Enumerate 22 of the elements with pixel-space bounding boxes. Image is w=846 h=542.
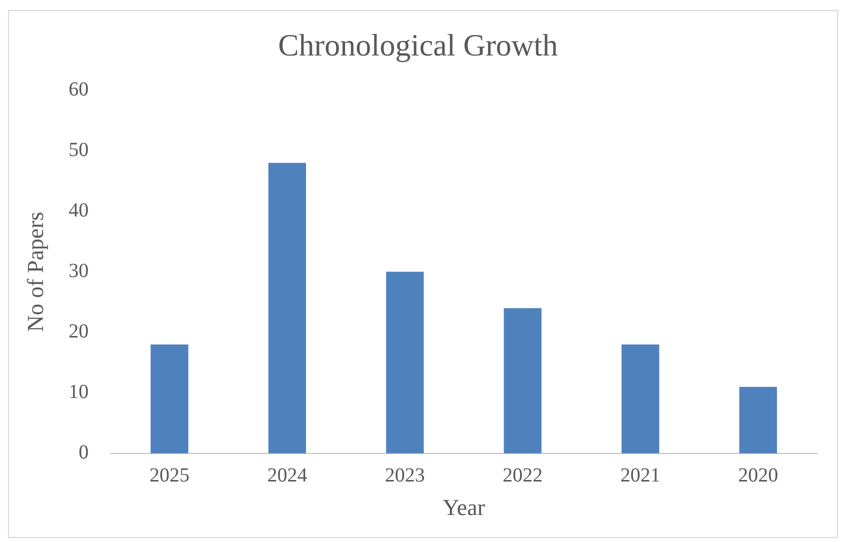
y-tick-label: 60 xyxy=(68,78,89,100)
y-tick-label: 30 xyxy=(68,260,89,282)
bar xyxy=(622,344,660,454)
y-tick-label: 50 xyxy=(68,138,89,161)
y-tick-label: 0 xyxy=(78,442,89,464)
bar xyxy=(268,162,306,454)
chart-title: Chronological Growth xyxy=(278,28,558,63)
y-tick-label: 40 xyxy=(68,200,89,222)
bar xyxy=(504,308,542,454)
x-tick-label: 2023 xyxy=(384,464,425,487)
y-axis-title: No of Papers xyxy=(22,212,48,332)
x-axis-title: Year xyxy=(442,495,486,520)
bar xyxy=(386,272,424,454)
x-tick-label: 2021 xyxy=(620,464,660,487)
y-tick-label: 10 xyxy=(68,381,89,404)
x-tick-label: 2025 xyxy=(149,464,190,487)
bar xyxy=(739,386,777,454)
x-tick-label: 2022 xyxy=(502,464,543,487)
x-tick-label: 2020 xyxy=(738,464,778,487)
bar xyxy=(150,344,188,454)
y-tick-label: 20 xyxy=(68,320,89,343)
x-tick-label: 2024 xyxy=(267,464,308,487)
